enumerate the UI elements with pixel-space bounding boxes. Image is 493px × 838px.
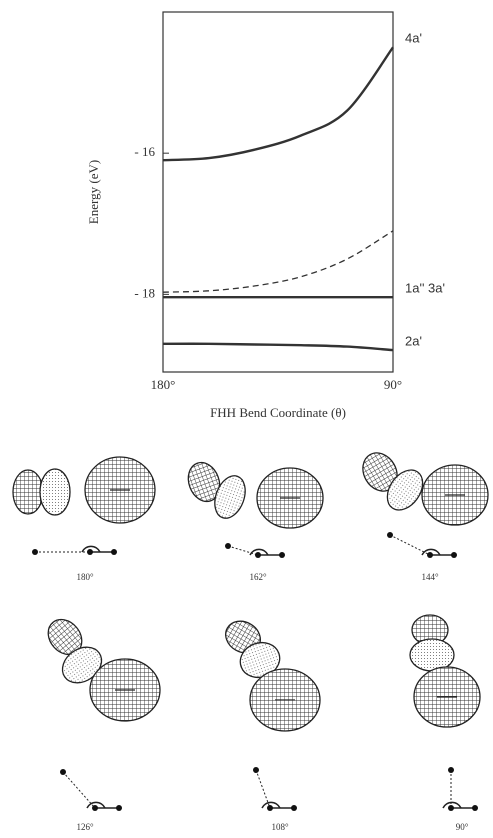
panel-label: 90°: [456, 822, 469, 832]
angle-arc: [442, 801, 462, 809]
orbital-lobe: [214, 475, 246, 519]
atom: [448, 805, 454, 811]
panel-label: 108°: [271, 822, 289, 832]
angle-arc: [261, 801, 281, 809]
f-h-dashed: [255, 769, 271, 809]
panel-label: 144°: [421, 572, 439, 582]
atom: [225, 543, 231, 549]
level-label: 1a'' 3a': [405, 281, 445, 296]
orbital-lobe: [39, 468, 71, 516]
atom: [387, 532, 393, 538]
orbital-lobe: [409, 638, 455, 672]
atom: [427, 552, 433, 558]
orbital-lobe: [61, 646, 103, 684]
y-tick-label: - 16: [134, 144, 155, 159]
panel-label: 126°: [76, 822, 94, 832]
atom: [253, 767, 259, 773]
angle-arc: [86, 801, 106, 809]
orbital-lobe: [187, 461, 221, 503]
atom: [448, 767, 454, 773]
f-h-dashed: [227, 545, 259, 556]
orbital-lobe: [386, 469, 424, 511]
atom: [60, 769, 66, 775]
curve: [162, 46, 394, 162]
atom: [255, 552, 261, 558]
y-tick-label: - 18: [134, 285, 155, 300]
panel-label: 180°: [76, 572, 94, 582]
plot-frame: [162, 11, 394, 373]
atom: [291, 805, 297, 811]
atom: [472, 805, 478, 811]
level-label: 4a': [405, 31, 422, 46]
y-axis-label: Energy (eV): [86, 160, 101, 224]
angle-arc: [249, 548, 269, 556]
orbital-lobe: [12, 469, 44, 515]
atom: [279, 552, 285, 558]
angle-arc: [421, 548, 441, 556]
atom: [92, 805, 98, 811]
f-h-dashed: [62, 771, 96, 809]
curve: [162, 342, 394, 352]
atom: [267, 805, 273, 811]
atom: [32, 549, 38, 555]
curve: [162, 230, 394, 293]
panel-label: 162°: [249, 572, 267, 582]
f-h-dashed: [389, 534, 431, 556]
atom: [116, 805, 122, 811]
atom: [451, 552, 457, 558]
x-axis-label: FHH Bend Coordinate (θ): [210, 405, 346, 420]
x-tick-label: 180°: [151, 377, 176, 392]
atom: [111, 549, 117, 555]
angle-arc: [81, 545, 101, 553]
atom: [87, 549, 93, 555]
level-label: 2a': [405, 334, 422, 349]
x-tick-label: 90°: [384, 377, 402, 392]
